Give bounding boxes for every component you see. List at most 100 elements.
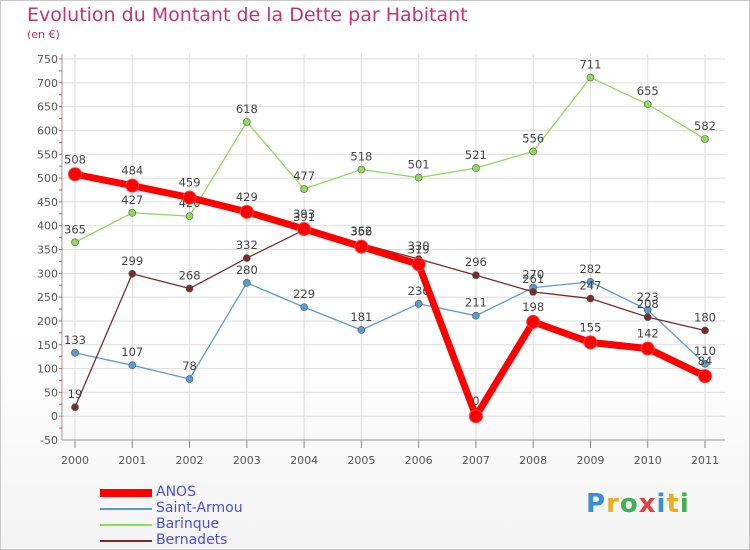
data-point (701, 359, 709, 368)
data-label: 330 (408, 239, 430, 253)
data-label: 356 (350, 225, 372, 239)
data-label: 208 (637, 297, 659, 311)
data-label: 180 (694, 310, 716, 324)
data-point (357, 165, 366, 174)
legend-swatch (100, 540, 152, 542)
data-label: 19 (68, 387, 83, 401)
data-point (586, 73, 595, 82)
data-label: 365 (64, 222, 86, 236)
legend-swatch (100, 489, 152, 497)
data-point (643, 313, 652, 321)
data-label: 296 (465, 255, 487, 269)
data-label: 223 (637, 290, 659, 304)
data-point (411, 257, 426, 272)
data-point (472, 164, 480, 172)
data-label: 78 (182, 359, 197, 373)
data-point (529, 288, 537, 296)
data-point (243, 279, 251, 287)
x-tick-label: 2007 (462, 454, 490, 467)
data-point (643, 100, 652, 109)
x-tick-label: 2003 (233, 454, 261, 467)
series-line-barinque (74, 76, 706, 243)
line-chart: -50 0 50 100 150 200 250 300 350 400 450 500 550 600 6… (37, 53, 725, 467)
data-label: 582 (694, 119, 716, 133)
y-tick-label: 0 (51, 410, 58, 423)
data-point (357, 326, 366, 334)
y-tick-label: 150 (37, 339, 58, 352)
data-point (701, 135, 709, 143)
data-label: 229 (293, 287, 315, 301)
data-label: 332 (236, 238, 258, 252)
data-point (71, 349, 79, 357)
data-point (468, 409, 483, 424)
data-point (239, 204, 254, 219)
data-point (71, 238, 79, 247)
data-label: 508 (64, 152, 86, 166)
data-label: 268 (179, 269, 201, 283)
data-label: 107 (121, 345, 143, 359)
y-tick-label: 500 (37, 172, 58, 185)
data-label: 198 (522, 300, 544, 314)
series-line-bernadets (74, 229, 706, 408)
data-point (414, 173, 423, 182)
data-point (526, 314, 541, 329)
data-label: 518 (350, 149, 372, 163)
data-label: 282 (579, 262, 601, 276)
data-label: 618 (236, 102, 258, 116)
series-line-saint-armou (74, 281, 706, 380)
data-point (128, 269, 137, 278)
data-label: 655 (637, 84, 659, 98)
data-label: 133 (64, 333, 86, 347)
data-label: 477 (293, 169, 315, 183)
data-point (185, 284, 194, 293)
data-label: 319 (408, 242, 430, 256)
x-tick-label: 2005 (347, 454, 375, 467)
data-point (586, 294, 595, 303)
data-point (185, 212, 194, 220)
data-point (586, 278, 595, 286)
data-point (68, 167, 82, 182)
y-tick-label: 400 (37, 220, 58, 233)
data-point (529, 147, 537, 156)
data-point (243, 254, 251, 262)
data-point (472, 271, 480, 280)
data-label: 181 (350, 310, 372, 324)
y-tick-label: 650 (37, 101, 58, 114)
data-point (243, 118, 251, 126)
y-tick-label: 50 (44, 386, 58, 399)
legend-swatch (100, 524, 152, 526)
data-label: 391 (293, 210, 315, 224)
data-label: 84 (698, 354, 713, 368)
y-tick-label: 600 (37, 124, 58, 137)
data-point (71, 403, 79, 411)
x-tick-label: 2009 (576, 454, 604, 467)
data-label: 393 (293, 207, 315, 221)
data-label: 155 (579, 320, 601, 334)
data-point (128, 361, 137, 370)
data-point (300, 185, 308, 193)
x-tick-label: 2008 (519, 454, 547, 467)
data-label: 211 (465, 296, 487, 310)
chart-title: Evolution du Montant de la Dette par Hab… (27, 4, 468, 26)
data-label: 261 (522, 272, 544, 286)
data-point (698, 369, 712, 384)
x-tick-label: 2006 (405, 454, 433, 467)
data-label: 0 (472, 394, 479, 408)
y-tick-label: 100 (37, 363, 58, 376)
data-label: 501 (408, 158, 430, 172)
data-point (354, 239, 369, 254)
y-tick-label: 200 (37, 315, 58, 328)
legend-label: ANOS (156, 484, 196, 500)
data-point (472, 311, 480, 320)
legend-swatch (100, 508, 152, 510)
data-label: 556 (522, 131, 544, 145)
data-label: 270 (522, 268, 544, 282)
y-tick-label: 750 (37, 53, 58, 66)
proxiti-logo: Proxiti (586, 489, 690, 519)
legend-label: Barinque (156, 516, 220, 532)
x-tick-label: 2002 (176, 454, 204, 467)
data-point (185, 375, 194, 383)
data-label: 521 (465, 148, 487, 162)
data-label: 484 (121, 164, 143, 178)
